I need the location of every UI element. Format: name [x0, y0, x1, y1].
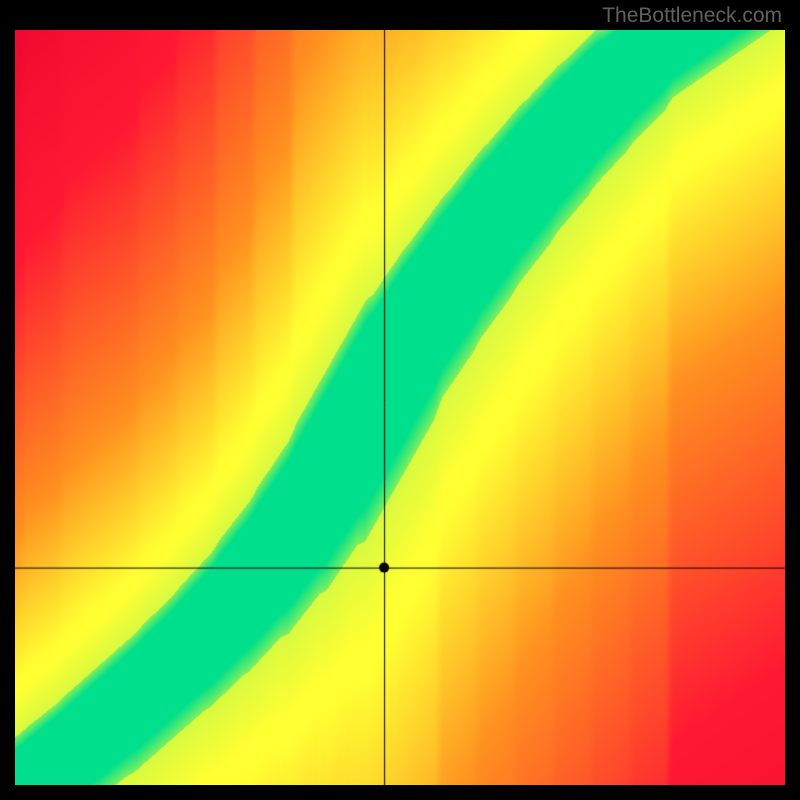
chart-container: TheBottleneck.com — [0, 0, 800, 800]
heatmap-canvas — [15, 30, 785, 785]
watermark-text: TheBottleneck.com — [602, 4, 782, 28]
plot-area — [15, 30, 785, 785]
